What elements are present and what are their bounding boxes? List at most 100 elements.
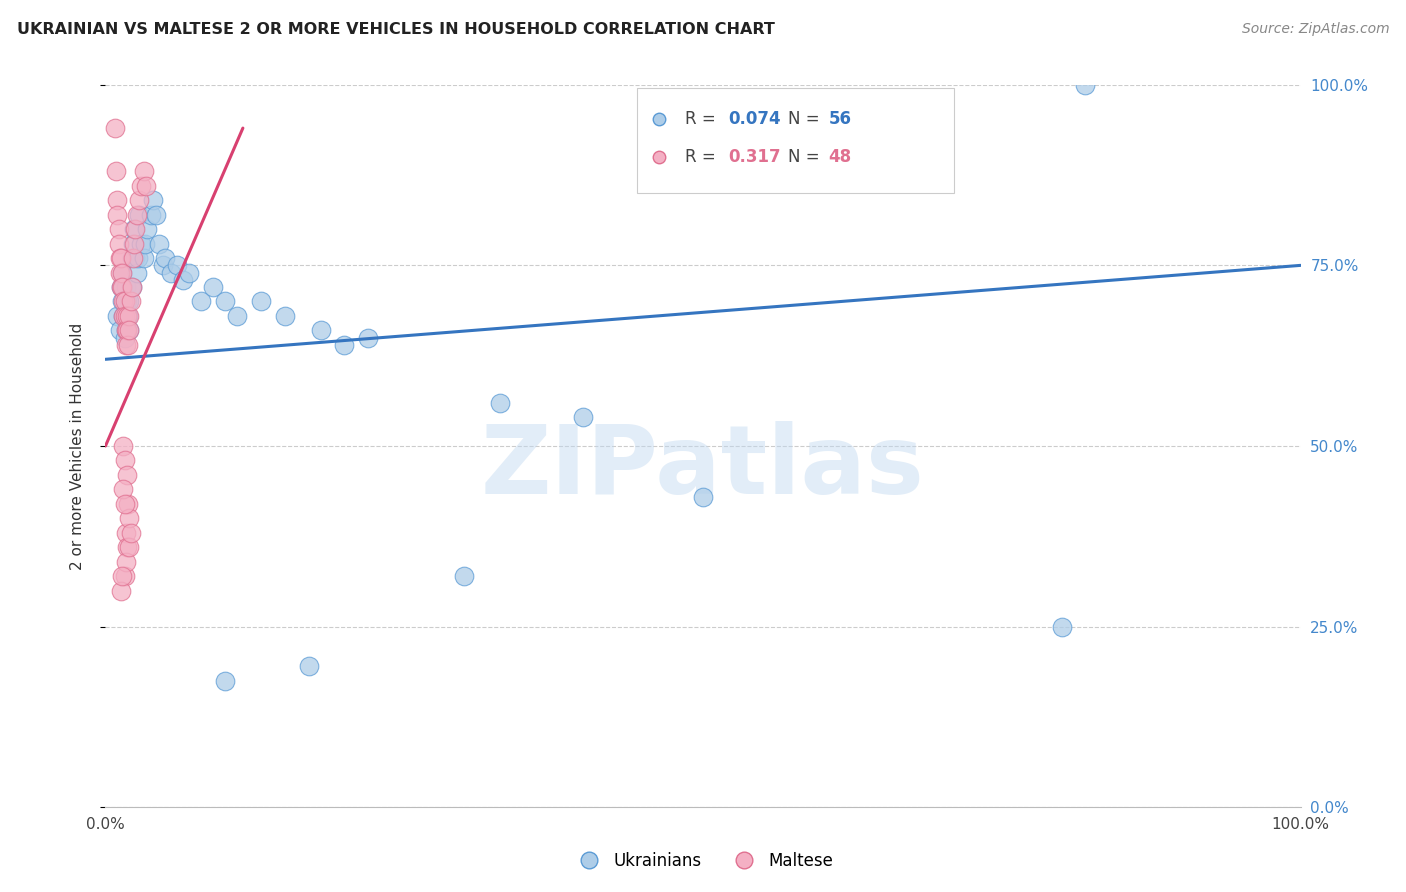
Point (136, 222, 159, 236)
Text: R =: R = (685, 110, 721, 128)
Point (202, 280, 225, 294)
Point (190, 294, 212, 309)
Text: N =: N = (787, 148, 825, 166)
Point (153, 251, 177, 265)
Point (118, 323, 141, 337)
Point (110, 583, 132, 598)
Point (127, 251, 149, 265)
Point (142, 194, 165, 208)
Point (135, 178, 157, 193)
Point (114, 338, 136, 352)
Point (124, 222, 146, 236)
FancyBboxPatch shape (637, 88, 953, 194)
Point (114, 331, 136, 345)
Point (112, 309, 135, 323)
Point (124, 251, 146, 265)
Point (110, 280, 132, 294)
Point (115, 323, 138, 337)
Point (298, 659, 321, 673)
Text: Source: ZipAtlas.com: Source: ZipAtlas.com (1241, 22, 1389, 37)
Point (110, 251, 132, 265)
Point (108, 251, 131, 265)
Point (309, 323, 332, 337)
Point (225, 309, 249, 323)
Point (112, 309, 135, 323)
Point (139, 208, 162, 222)
Point (1074, 78, 1097, 92)
Point (120, 294, 142, 309)
Text: R =: R = (685, 148, 721, 166)
Point (114, 323, 136, 337)
Y-axis label: 2 or more Vehicles in Household: 2 or more Vehicles in Household (70, 322, 84, 570)
Point (122, 236, 145, 251)
Point (125, 266, 148, 280)
Point (118, 309, 141, 323)
Point (112, 483, 135, 497)
Text: 48: 48 (828, 148, 852, 166)
Text: 0.074: 0.074 (728, 110, 780, 128)
Point (122, 236, 145, 251)
Text: 56: 56 (828, 110, 852, 128)
Point (115, 309, 138, 323)
Point (114, 453, 136, 467)
Point (114, 294, 136, 309)
Point (107, 194, 129, 208)
Point (120, 280, 142, 294)
Point (333, 338, 356, 352)
Point (121, 280, 143, 294)
Point (357, 331, 380, 345)
Text: N =: N = (787, 110, 825, 128)
Point (128, 194, 150, 208)
Point (1050, 619, 1073, 633)
Point (132, 164, 155, 178)
Point (121, 280, 143, 294)
Point (111, 266, 134, 280)
Point (122, 222, 145, 236)
Point (214, 294, 236, 309)
Point (111, 280, 134, 294)
Point (273, 309, 295, 323)
Point (114, 497, 136, 511)
Point (118, 294, 141, 309)
Point (489, 395, 512, 409)
Point (152, 259, 174, 273)
Text: UKRAINIAN VS MALTESE 2 OR MORE VEHICLES IN HOUSEHOLD CORRELATION CHART: UKRAINIAN VS MALTESE 2 OR MORE VEHICLES … (17, 22, 775, 37)
Point (118, 511, 141, 525)
Text: ZIPatlas: ZIPatlas (481, 421, 925, 514)
Point (112, 439, 135, 453)
Point (114, 294, 136, 309)
Point (160, 266, 183, 280)
Point (118, 540, 141, 554)
Point (129, 236, 153, 251)
Point (104, 121, 127, 136)
Point (117, 338, 139, 352)
Point (117, 497, 139, 511)
Point (111, 569, 134, 583)
Point (107, 309, 129, 323)
Point (453, 569, 475, 583)
Point (115, 294, 138, 309)
Point (114, 569, 136, 583)
Point (114, 525, 136, 540)
Point (107, 236, 129, 251)
Point (172, 273, 194, 287)
Point (111, 266, 134, 280)
Point (129, 178, 153, 193)
Point (107, 222, 129, 236)
Point (572, 410, 595, 425)
Point (115, 309, 138, 323)
Point (110, 280, 132, 294)
Point (105, 164, 128, 178)
Point (132, 251, 155, 265)
Point (108, 323, 131, 337)
Point (114, 323, 136, 337)
Point (115, 467, 138, 482)
Point (107, 208, 129, 222)
Point (166, 259, 188, 273)
Point (114, 280, 136, 294)
Point (134, 236, 156, 251)
Point (114, 309, 136, 323)
Point (214, 673, 236, 688)
Point (177, 266, 201, 280)
Point (148, 236, 170, 251)
